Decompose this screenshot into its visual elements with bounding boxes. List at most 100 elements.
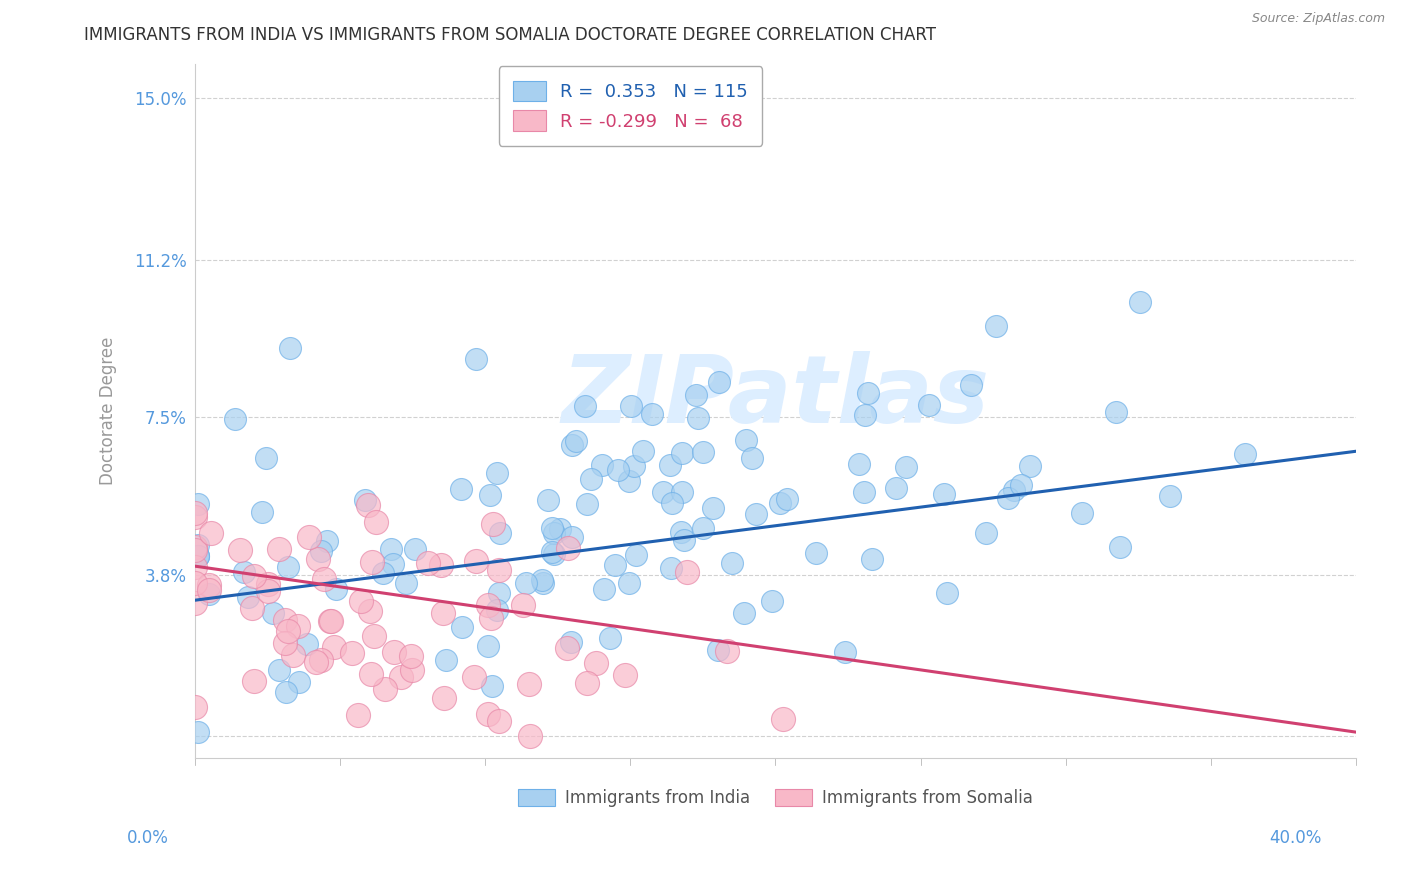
Point [274,613,297,627]
Point [651,485,673,500]
Point [676,566,699,580]
Point [853,408,876,422]
Point [918,398,941,412]
Point [626,549,648,563]
Point [283,648,305,662]
Point [486,603,509,617]
Point [575,498,598,512]
Point [858,385,880,400]
Point [450,482,472,496]
Point [481,679,503,693]
Point [671,446,693,460]
Point [433,691,456,706]
Point [761,594,783,608]
Point [804,546,827,560]
Point [187,725,209,739]
Point [184,596,207,610]
Point [404,542,426,557]
Point [543,526,565,541]
Point [380,541,402,556]
Point [373,566,395,580]
Point [311,653,333,667]
Point [560,634,582,648]
Point [561,530,583,544]
Point [309,544,332,558]
Point [359,604,381,618]
Point [298,530,321,544]
Point [274,636,297,650]
Point [269,542,291,557]
Point [287,619,309,633]
Point [936,586,959,600]
Point [997,491,1019,506]
Point [702,501,724,516]
Point [477,598,499,612]
Point [200,525,222,540]
Point [395,575,418,590]
Point [187,538,209,552]
Point [250,505,273,519]
Point [685,388,707,402]
Point [564,434,586,448]
Point [269,664,291,678]
Point [512,599,534,613]
Point [886,481,908,495]
Point [184,510,207,524]
Point [463,670,485,684]
Point [325,582,347,596]
Point [488,563,510,577]
Point [741,450,763,465]
Point [257,584,280,599]
Point [360,667,382,681]
Point [464,553,486,567]
Point [852,484,875,499]
Point [187,549,209,563]
Point [321,614,343,628]
Y-axis label: Doctorate Degree: Doctorate Degree [100,336,117,485]
Point [537,492,560,507]
Point [540,521,562,535]
Point [198,587,221,601]
Point [316,534,339,549]
Text: IMMIGRANTS FROM INDIA VS IMMIGRANTS FROM SOMALIA DOCTORATE DEGREE CORRELATION CH: IMMIGRANTS FROM INDIA VS IMMIGRANTS FROM… [84,26,936,44]
Point [305,655,328,669]
Point [707,376,730,390]
Point [197,582,219,597]
Text: ZIPatlas: ZIPatlas [561,351,990,443]
Point [599,631,621,645]
Point [575,675,598,690]
Point [1105,405,1128,419]
Point [477,639,499,653]
Point [254,450,277,465]
Point [716,643,738,657]
Point [295,637,318,651]
Point [531,576,554,591]
Point [1019,459,1042,474]
Point [350,594,373,608]
Point [620,399,643,413]
Point [323,640,346,654]
Point [353,493,375,508]
Point [274,684,297,698]
Point [605,558,627,572]
Point [277,624,299,639]
Point [706,643,728,657]
Text: Source: ZipAtlas.com: Source: ZipAtlas.com [1251,12,1385,25]
Point [734,434,756,448]
Point [659,458,682,472]
Point [488,586,510,600]
Point [733,606,755,620]
Point [399,648,422,663]
Point [561,438,583,452]
Point [834,645,856,659]
Point [312,572,335,586]
Point [557,541,579,555]
Point [240,601,263,615]
Point [617,474,640,488]
Point [229,543,252,558]
Point [374,681,396,696]
Point [184,540,207,554]
Point [187,497,209,511]
Point [641,407,664,421]
Point [692,521,714,535]
